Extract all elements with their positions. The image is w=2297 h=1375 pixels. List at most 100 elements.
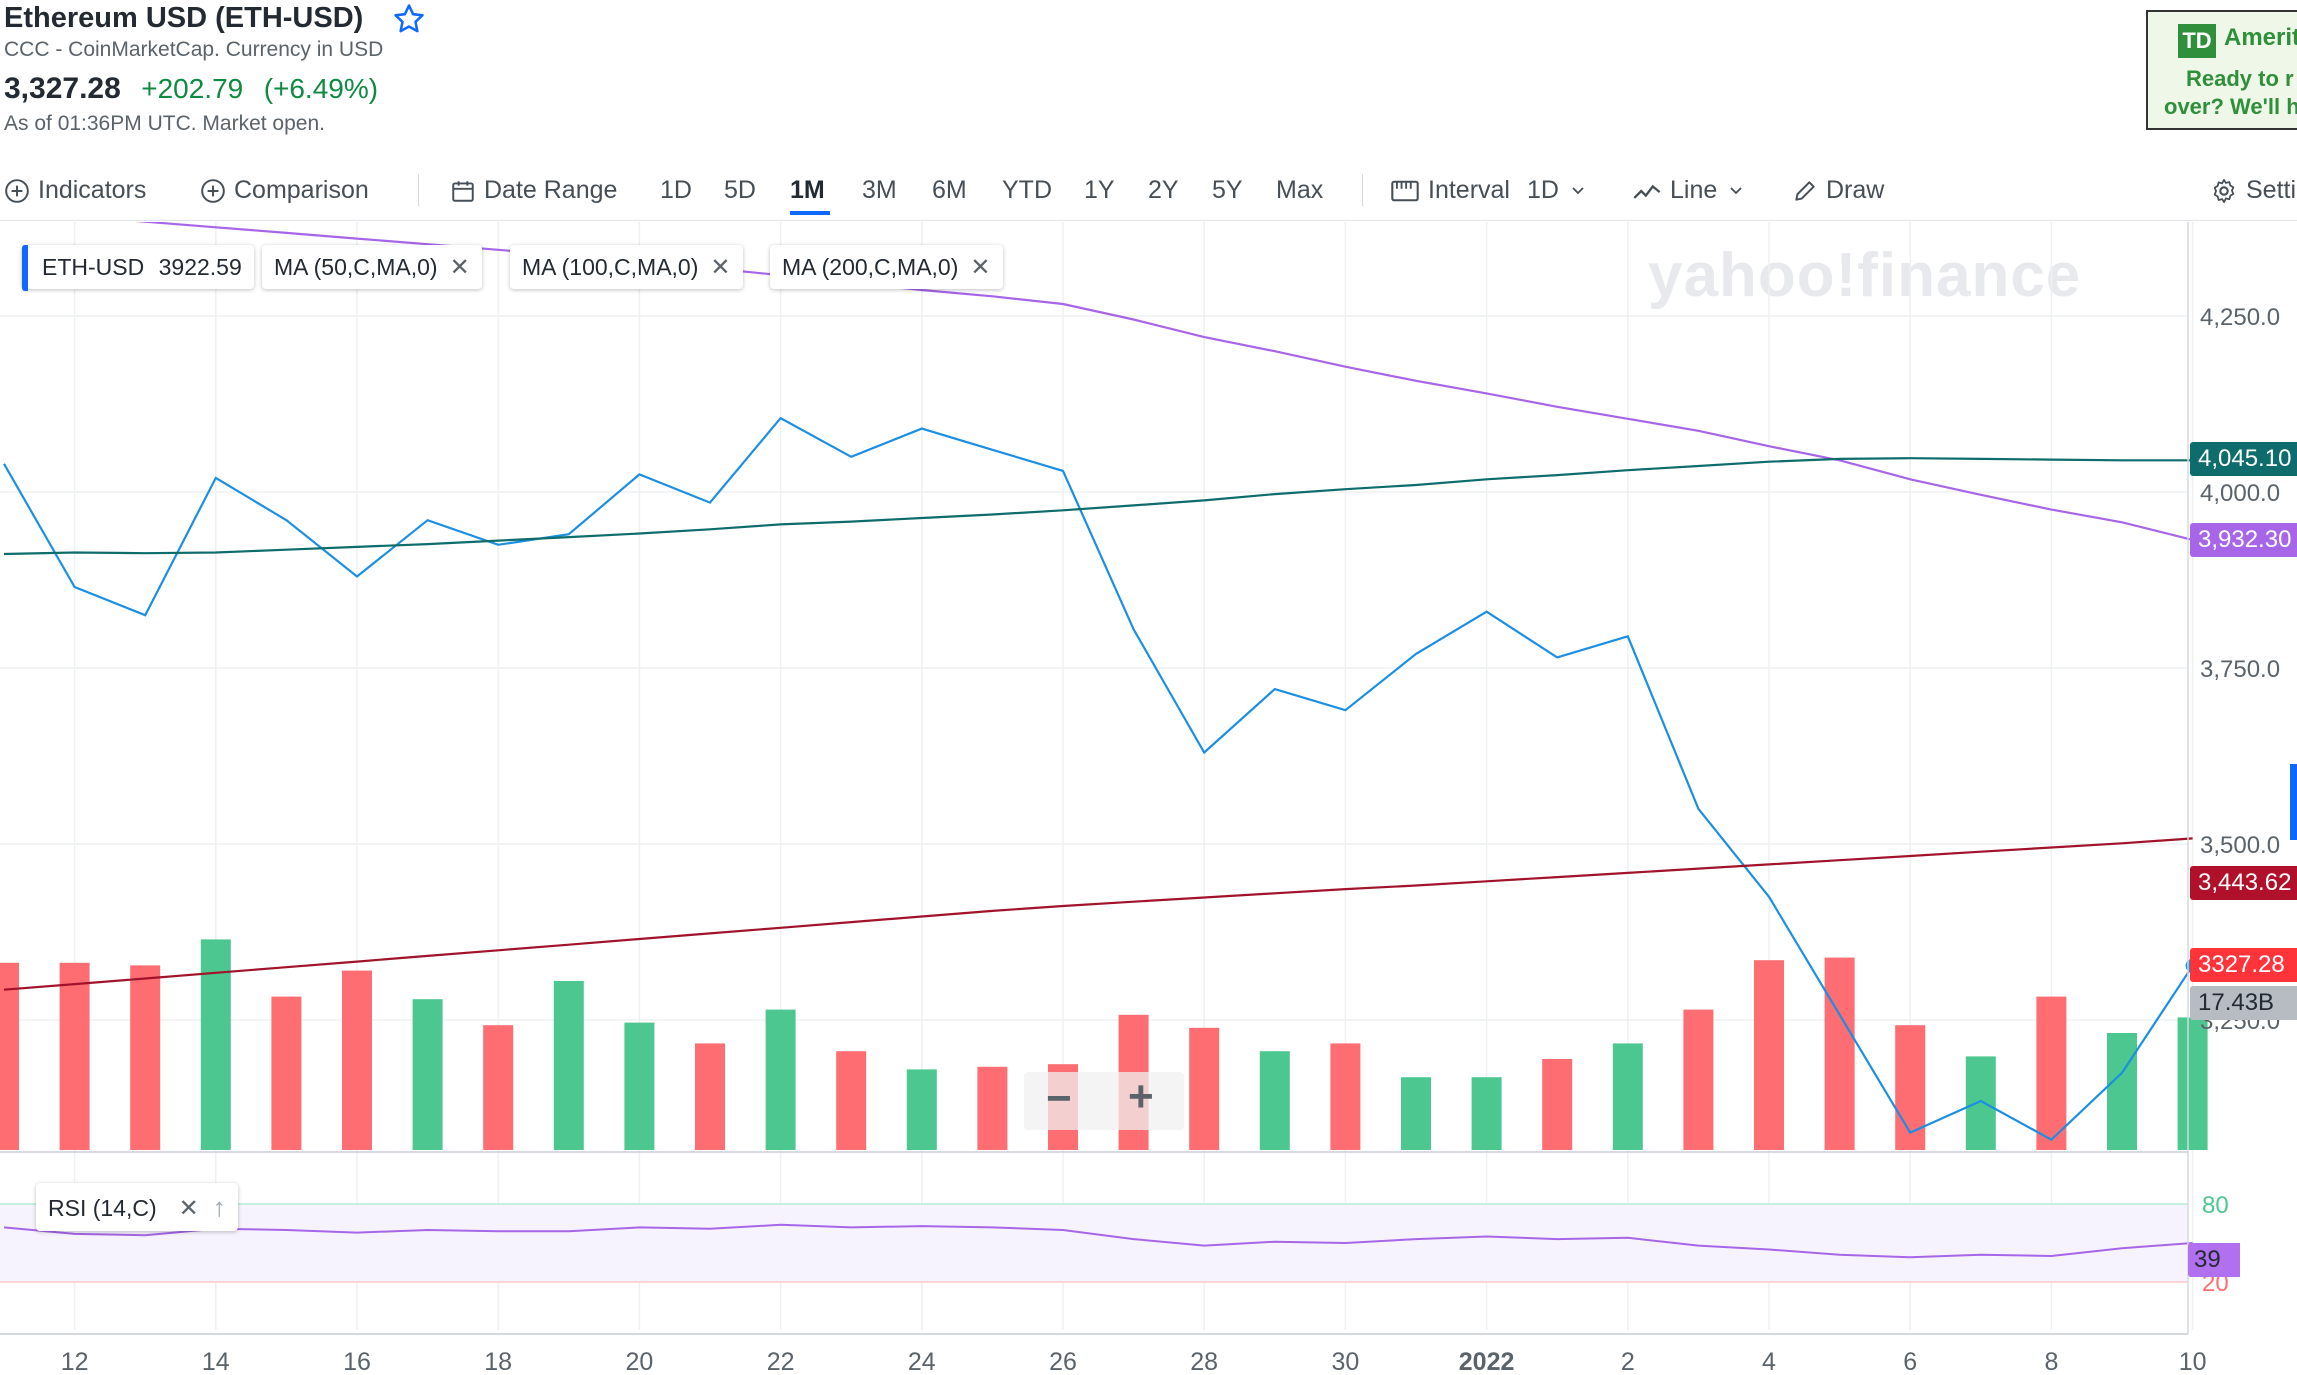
- range-1m[interactable]: 1M: [790, 176, 825, 204]
- rsi-value-tag: 39: [2188, 1243, 2240, 1277]
- legend-ma100-label: MA (100,C,MA,0): [522, 254, 699, 280]
- comparison-button[interactable]: Comparison: [200, 168, 369, 212]
- range-2y[interactable]: 2Y: [1148, 176, 1179, 204]
- chevron-down-icon: [1730, 187, 1742, 195]
- draw-button[interactable]: Draw: [1792, 168, 1884, 212]
- plus-circle-icon: [5, 179, 29, 204]
- x-tick-label: 14: [202, 1348, 230, 1375]
- date-range-button[interactable]: Date Range: [450, 168, 617, 212]
- x-tick-label: 26: [1049, 1348, 1077, 1375]
- volume-bar: [765, 1009, 796, 1150]
- y-tick-label: 4,000.0: [2200, 480, 2280, 507]
- interval-dropdown[interactable]: Interval 1D: [1390, 168, 1586, 212]
- range-1d[interactable]: 1D: [660, 176, 692, 204]
- x-tick-label: 2022: [1459, 1348, 1515, 1375]
- legend-rsi[interactable]: RSI (14,C) ✕ ↑: [36, 1183, 238, 1231]
- close-icon[interactable]: ✕: [970, 254, 991, 281]
- volume-bar: [0, 962, 19, 1150]
- toolbar-border: [0, 220, 2297, 221]
- range-selected-indicator: [790, 211, 830, 215]
- close-icon[interactable]: ✕: [449, 254, 470, 281]
- volume-bar: [1330, 1043, 1361, 1150]
- indicators-button[interactable]: Indicators: [4, 168, 146, 212]
- chart-axes: 4,250.04,000.03,750.03,500.03,250.012 14 1…: [0, 222, 2280, 1375]
- zoom-in-button[interactable]: +: [1128, 1072, 1154, 1121]
- comparison-label: Comparison: [234, 176, 369, 204]
- legend-ma100[interactable]: MA (100,C,MA,0) ✕: [510, 245, 743, 289]
- x-tick-label: 28: [1190, 1348, 1218, 1375]
- range-1y[interactable]: 1Y: [1084, 176, 1115, 204]
- volume-bar: [1401, 1077, 1431, 1150]
- volume-bar: [130, 965, 161, 1150]
- legend-ma200-label: MA (200,C,MA,0): [782, 254, 959, 280]
- range-max[interactable]: Max: [1276, 176, 1324, 204]
- scroll-handle[interactable]: [2290, 764, 2297, 840]
- chart-grid: [0, 222, 2194, 1330]
- volume-bar: [2177, 1017, 2208, 1150]
- volume-bar: [1189, 1027, 1220, 1150]
- ma50-price-tag: 3,443.62: [2190, 866, 2297, 900]
- volume-bar: [483, 1025, 514, 1150]
- close-icon[interactable]: ✕: [710, 254, 731, 281]
- range-5y[interactable]: 5Y: [1212, 176, 1243, 204]
- zoom-out-button[interactable]: −: [1046, 1074, 1072, 1123]
- legend-ma50-label: MA (50,C,MA,0): [274, 254, 438, 280]
- range-ytd[interactable]: YTD: [1002, 176, 1052, 204]
- rsi-label-80: 80: [2202, 1192, 2229, 1219]
- ad-text-line1: Ready to r: [2186, 66, 2294, 91]
- market-status: As of 01:36PM UTC. Market open.: [4, 112, 325, 135]
- indicators-label: Indicators: [38, 176, 147, 204]
- volume-bar: [553, 981, 584, 1150]
- x-tick-label: 8: [2044, 1348, 2058, 1375]
- volume-bar: [2107, 1033, 2137, 1150]
- line-chart-icon: [1633, 185, 1661, 200]
- volume-bar: [271, 996, 302, 1150]
- x-tick-label: 10: [2179, 1348, 2207, 1375]
- x-tick-label: 16: [343, 1348, 371, 1375]
- x-tick-label: 22: [767, 1348, 795, 1375]
- ma50-line: [3, 837, 2193, 991]
- ma100-price-tag: 3,932.30: [2190, 523, 2297, 557]
- legend-eth-usd[interactable]: ETH-USD 3922.59: [22, 245, 254, 289]
- x-tick-label: 4: [1762, 1348, 1776, 1375]
- range-5d[interactable]: 5D: [724, 176, 756, 204]
- toolbar-divider: [1362, 174, 1363, 206]
- chart-type-dropdown[interactable]: Line: [1632, 168, 1744, 212]
- range-6m[interactable]: 6M: [932, 176, 967, 204]
- volume-bar: [906, 1069, 937, 1150]
- legend-ma200[interactable]: MA (200,C,MA,0) ✕: [770, 245, 1003, 289]
- range-3m[interactable]: 3M: [862, 176, 897, 204]
- price-row: 3,327.28 +202.79 (+6.49%): [4, 72, 378, 106]
- volume-bar: [342, 970, 372, 1150]
- legend-ma50[interactable]: MA (50,C,MA,0) ✕: [262, 245, 482, 289]
- price-change: +202.79: [141, 73, 244, 104]
- price-change-percent: (+6.49%): [263, 73, 379, 104]
- volume-bar: [1824, 957, 1855, 1150]
- star-outline-icon[interactable]: [392, 2, 426, 36]
- x-tick-label: 20: [625, 1348, 653, 1375]
- ma200-price-tag: 4,045.10: [2190, 442, 2297, 476]
- interval-icon: [1391, 181, 1419, 202]
- yahoo-finance-watermark: yahoo!finance: [1648, 241, 2082, 310]
- legend-rsi-label: RSI (14,C): [48, 1195, 157, 1221]
- volume-bar: [1542, 1059, 1573, 1150]
- arrow-up-icon[interactable]: ↑: [212, 1192, 226, 1222]
- page-title: Ethereum USD (ETH-USD): [4, 2, 364, 34]
- x-tick-label: 18: [484, 1348, 512, 1375]
- legend-eth-label: ETH-USD: [42, 254, 145, 280]
- settings-button[interactable]: Settings: [2210, 168, 2297, 212]
- advertisement[interactable]: TD Ameritrade Ready to r over? We'll h: [2146, 10, 2297, 130]
- draw-label: Draw: [1826, 176, 1885, 204]
- volume-bar: [624, 1022, 655, 1150]
- interval-value: 1D: [1526, 176, 1559, 204]
- legend-eth-accent: [22, 245, 28, 291]
- price-chart[interactable]: 80 20 4,250.04,000.03,750.03,500.03,250.0…: [0, 222, 2297, 1375]
- calendar-icon: [452, 181, 474, 203]
- volume-bar: [836, 1051, 867, 1150]
- rsi-line: [3, 1223, 2193, 1259]
- volume-bar: [695, 1043, 725, 1150]
- plus-circle-icon: [201, 179, 225, 204]
- date-range-label: Date Range: [484, 176, 618, 204]
- close-icon[interactable]: ✕: [178, 1195, 199, 1222]
- chart-lines: [3, 222, 2200, 1142]
